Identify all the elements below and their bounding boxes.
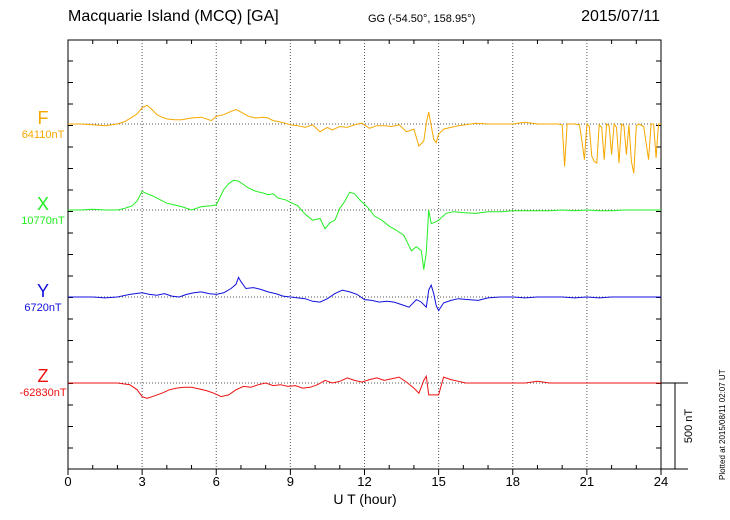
x-tick-label: 0 <box>64 474 71 489</box>
component-f-name: F <box>37 108 49 128</box>
x-tick-label: 21 <box>580 474 594 489</box>
label-z: Z -62830nT <box>10 366 76 400</box>
scale-bar-label: 500 nT <box>683 409 695 444</box>
x-tick-label: 15 <box>431 474 445 489</box>
station-title: Macquarie Island (MCQ) [GA] <box>68 8 279 25</box>
component-y-name: Y <box>36 281 49 301</box>
coordinates-label: GG (-54.50°, 158.95°) <box>368 13 476 25</box>
label-y: Y 6720nT <box>10 281 76 315</box>
x-tick-label: 24 <box>654 474 668 489</box>
x-tick-label: 12 <box>357 474 371 489</box>
x-axis-label: U T (hour) <box>333 491 397 507</box>
component-x-baseline: 10770nT <box>21 215 65 227</box>
label-f: F 64110nT <box>10 108 76 142</box>
trace-y <box>68 276 661 312</box>
plot-frame <box>67 39 662 470</box>
x-tick-label: 18 <box>506 474 520 489</box>
component-y-baseline: 6720nT <box>24 302 62 314</box>
component-z-baseline: -62830nT <box>19 387 67 399</box>
plotted-note: Plotted at 2015/08/11 02:07 UT <box>718 369 727 480</box>
trace-x <box>68 179 661 270</box>
x-tick-label: 9 <box>287 474 294 489</box>
x-tick-label: 6 <box>213 474 220 489</box>
x-tick-label: 3 <box>139 474 146 489</box>
trace-z <box>68 374 661 399</box>
label-x: X 10770nT <box>10 194 76 228</box>
component-z-name: Z <box>37 366 49 386</box>
component-x-name: X <box>36 194 49 214</box>
date-label: 2015/07/11 <box>581 8 660 25</box>
component-f-baseline: 64110nT <box>21 129 65 141</box>
trace-f <box>68 104 661 174</box>
